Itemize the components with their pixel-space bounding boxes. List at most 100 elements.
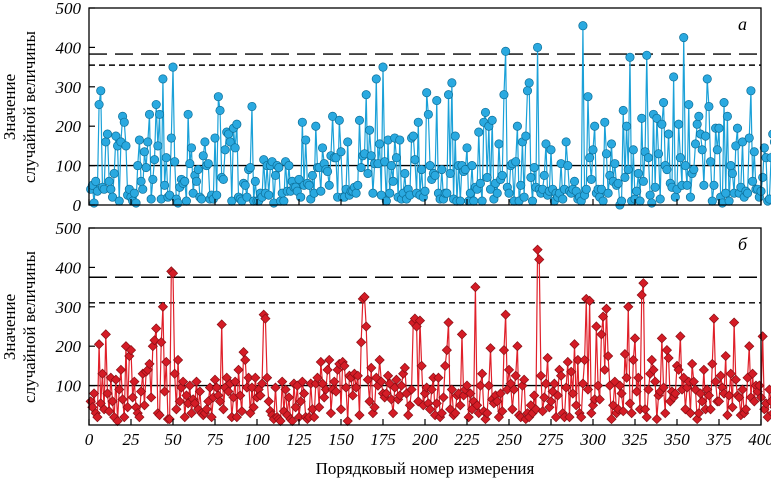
data-point [385, 188, 395, 198]
data-point [356, 163, 366, 173]
x-tick-label: 225 [454, 430, 480, 449]
data-point [117, 394, 128, 405]
data-point [583, 92, 593, 102]
data-point [388, 176, 398, 186]
data-point [765, 396, 771, 407]
data-point [416, 360, 427, 371]
data-point [99, 404, 110, 415]
data-point [501, 46, 511, 56]
data-point [159, 386, 170, 397]
series-line-b [90, 249, 771, 423]
data-point [610, 159, 620, 169]
data-point [623, 301, 634, 312]
data-point [215, 105, 225, 115]
data-point [507, 404, 518, 415]
data-point [460, 164, 470, 175]
data-point [309, 412, 320, 423]
data-point [352, 370, 363, 381]
data-point [294, 174, 304, 184]
data-point [275, 415, 286, 427]
data-point [330, 386, 342, 397]
data-point [436, 408, 447, 419]
data-point [139, 400, 150, 411]
data-point [535, 370, 547, 381]
data-point [503, 364, 515, 375]
data-point [664, 129, 674, 139]
data-point [423, 109, 433, 119]
data-point [744, 341, 755, 352]
data-point [304, 180, 314, 190]
data-point [475, 380, 486, 391]
data-point [104, 406, 115, 417]
data-point [287, 415, 298, 427]
data-point [414, 315, 426, 326]
data-point [521, 131, 531, 141]
data-point [376, 376, 387, 387]
data-point [380, 157, 390, 167]
data-point [734, 392, 745, 403]
data-point [697, 396, 708, 407]
panel-letter-b: б [738, 234, 748, 254]
data-point [563, 161, 573, 171]
data-point [708, 313, 720, 324]
data-point [608, 400, 619, 411]
data-point [143, 137, 153, 147]
data-point [537, 406, 548, 417]
data-point [122, 402, 133, 413]
data-point [588, 145, 598, 155]
data-point [111, 131, 121, 141]
data-point [324, 180, 334, 190]
data-point [511, 157, 521, 167]
data-point [660, 408, 671, 419]
data-point [165, 190, 175, 200]
data-point [212, 190, 222, 200]
data-point [704, 101, 714, 112]
y-tick-label: 100 [56, 377, 82, 396]
data-point [718, 388, 730, 399]
y-tick-label: 100 [56, 157, 82, 176]
data-point [524, 78, 534, 88]
data-point [485, 343, 496, 354]
data-point [417, 164, 427, 175]
data-point [576, 412, 587, 423]
data-point [138, 184, 148, 194]
y-ticks-a: 0 100 200 300 400 500 [55, 0, 762, 215]
data-point [706, 157, 716, 167]
data-point [216, 319, 227, 330]
data-point [283, 392, 295, 403]
data-point [437, 164, 447, 175]
data-point [680, 161, 690, 171]
data-point [109, 168, 119, 179]
data-point [156, 337, 167, 348]
data-point [340, 382, 352, 393]
data-point [181, 196, 191, 206]
data-point [685, 408, 696, 419]
data-point [301, 135, 311, 145]
data-point [740, 404, 751, 415]
data-point [659, 98, 669, 108]
data-point [96, 86, 106, 96]
data-point [248, 402, 259, 413]
data-point [663, 352, 674, 364]
data-point [512, 121, 522, 131]
data-point [450, 408, 461, 419]
data-point [232, 119, 242, 129]
data-point [154, 410, 165, 421]
data-point [582, 384, 594, 395]
data-point [519, 374, 530, 385]
data-point [170, 157, 180, 167]
data-point [443, 90, 454, 100]
data-point [231, 412, 242, 423]
y-tick-label: 200 [56, 117, 82, 136]
data-point [599, 364, 610, 375]
data-point [354, 410, 365, 421]
data-point [396, 380, 407, 391]
data-point [431, 398, 442, 409]
data-point [334, 115, 344, 125]
data-point [470, 282, 481, 293]
data-point [413, 117, 423, 127]
data-point [371, 74, 381, 84]
data-point [168, 62, 178, 72]
y-ticks-b: 100 200 300 400 500 [55, 219, 762, 425]
data-point [594, 394, 605, 405]
